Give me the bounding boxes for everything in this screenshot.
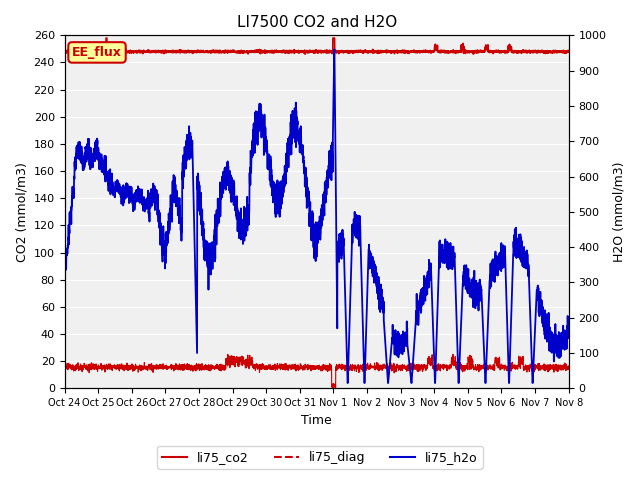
Text: EE_flux: EE_flux (72, 46, 122, 59)
Legend: li75_co2, li75_diag, li75_h2o: li75_co2, li75_diag, li75_h2o (157, 446, 483, 469)
Title: LI7500 CO2 and H2O: LI7500 CO2 and H2O (237, 15, 397, 30)
X-axis label: Time: Time (301, 414, 332, 427)
Y-axis label: H2O (mmol/m3): H2O (mmol/m3) (612, 162, 625, 262)
Y-axis label: CO2 (mmol/m3): CO2 (mmol/m3) (15, 162, 28, 262)
